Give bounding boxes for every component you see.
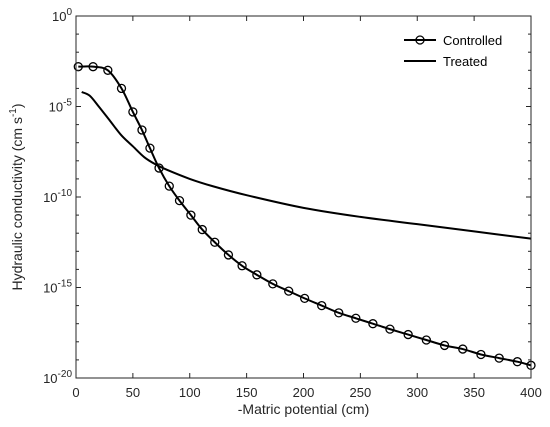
data-point-controlled <box>197 224 207 235</box>
x-tick-label: 100 <box>179 385 201 400</box>
x-tick-label: 250 <box>350 385 372 400</box>
data-point-controlled <box>476 349 486 360</box>
x-tick-label: 350 <box>463 385 485 400</box>
y-tick-label: 10-5 <box>49 98 73 115</box>
series-line-controlled <box>78 65 532 367</box>
x-tick-label: 0 <box>72 385 79 400</box>
x-axis-label: -Matric potential (cm) <box>238 401 369 417</box>
data-point-controlled <box>268 279 278 289</box>
plot-background <box>76 16 531 378</box>
x-tick-label: 400 <box>520 385 542 400</box>
data-point-controlled <box>299 293 310 304</box>
legend-controlled-label: Controlled <box>443 33 502 48</box>
data-point-controlled <box>403 329 413 340</box>
data-point-controlled <box>385 324 395 334</box>
y-tick-label: 10-15 <box>43 279 72 296</box>
data-point-controlled <box>116 83 127 94</box>
data-point-controlled <box>494 353 504 363</box>
data-point-controlled <box>317 300 327 311</box>
data-point-controlled <box>334 308 344 318</box>
series-layer <box>73 62 536 370</box>
data-point-controlled <box>174 195 185 206</box>
y-tick-label: 100 <box>52 7 72 24</box>
data-point-controlled <box>458 344 468 354</box>
x-tick-label: 150 <box>236 385 258 400</box>
x-axis-ticks: 0 50 100 150 200 250 300 350 400 <box>72 16 542 400</box>
data-point-controlled <box>421 335 432 345</box>
data-point-controlled <box>223 250 234 260</box>
x-tick-label: 300 <box>406 385 428 400</box>
y-axis-label: Hydraulic conductivity (cm s-1) <box>8 103 25 290</box>
data-point-controlled <box>439 340 450 351</box>
data-point-controlled <box>186 210 196 220</box>
x-tick-label: 200 <box>293 385 315 400</box>
data-point-controlled <box>137 125 147 135</box>
legend: Controlled Treated <box>396 30 526 72</box>
legend-treated-label: Treated <box>443 54 487 69</box>
x-tick-label: 50 <box>126 385 140 400</box>
data-point-controlled <box>210 237 220 247</box>
data-point-controlled <box>284 286 294 296</box>
data-point-controlled <box>164 181 174 191</box>
data-point-controlled <box>103 65 113 75</box>
series-line-treated <box>81 91 532 240</box>
data-point-controlled <box>368 319 378 329</box>
data-point-controlled <box>128 107 138 117</box>
y-tick-label: 10-20 <box>43 369 72 386</box>
data-point-controlled <box>512 357 522 367</box>
data-point-controlled <box>351 313 361 323</box>
data-point-controlled <box>237 261 247 271</box>
legend-controlled-marker <box>415 35 425 45</box>
y-tick-label: 10-10 <box>43 188 72 205</box>
data-point-controlled <box>145 143 155 153</box>
y-axis-ticks: 10-20 10-15 10-10 10-5 100 <box>43 7 531 386</box>
data-point-controlled <box>252 270 262 280</box>
data-point-controlled <box>88 62 98 72</box>
